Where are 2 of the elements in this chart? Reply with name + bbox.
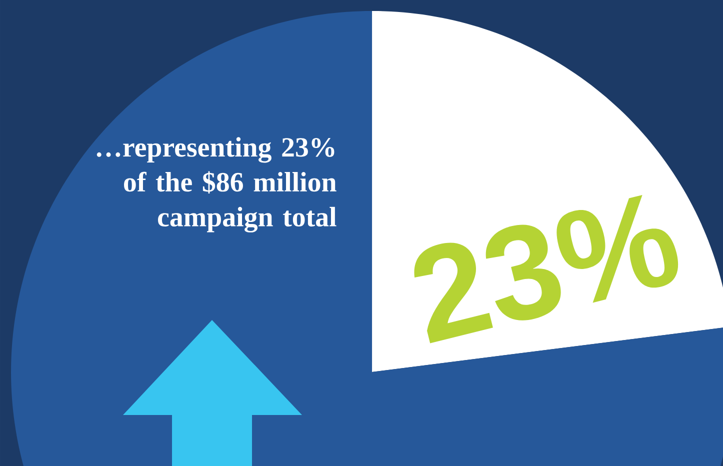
data-label: 23% <box>414 194 678 344</box>
text: …representing 23% of the $86 million campaign total <box>96 137 336 232</box>
